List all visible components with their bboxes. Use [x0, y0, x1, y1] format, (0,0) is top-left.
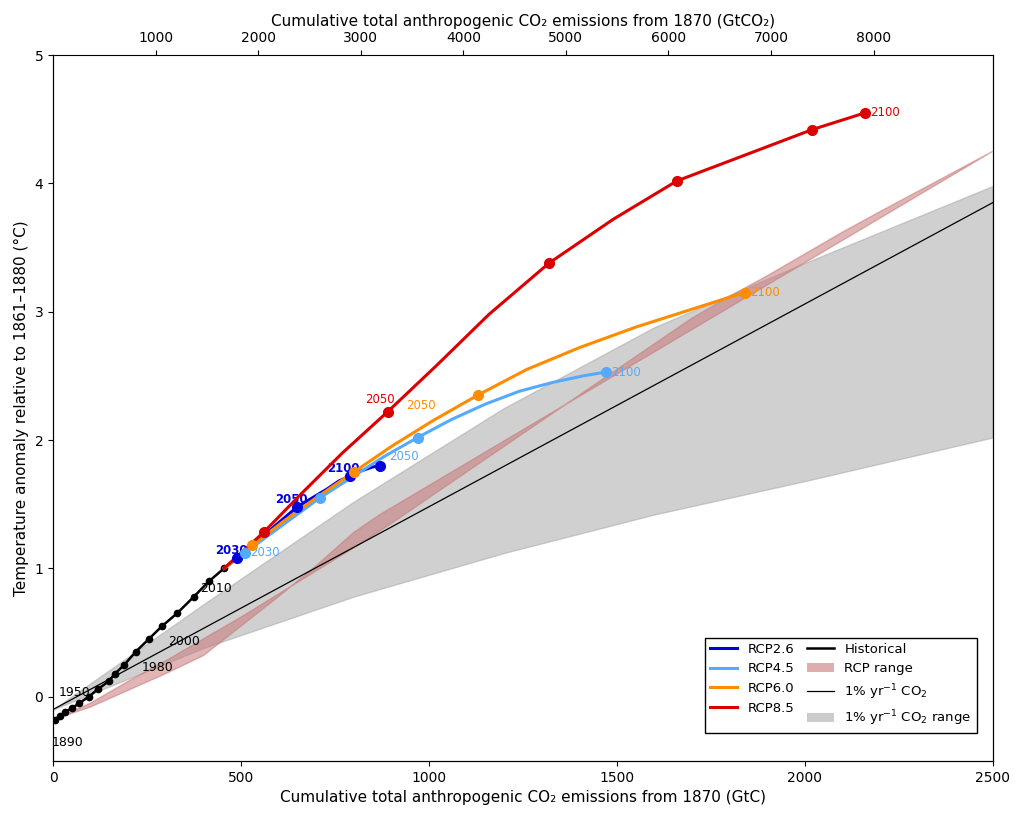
X-axis label: Cumulative total anthropogenic CO₂ emissions from 1870 (GtCO₂): Cumulative total anthropogenic CO₂ emiss… — [270, 14, 775, 29]
Text: 2010: 2010 — [200, 582, 231, 595]
Text: 1890: 1890 — [52, 736, 84, 749]
Polygon shape — [53, 152, 992, 720]
Text: 2050: 2050 — [389, 450, 419, 464]
Text: 2100: 2100 — [611, 365, 641, 378]
Text: 2100: 2100 — [328, 462, 359, 475]
X-axis label: Cumulative total anthropogenic CO₂ emissions from 1870 (GtC): Cumulative total anthropogenic CO₂ emiss… — [280, 790, 766, 805]
Legend: RCP2.6, RCP4.5, RCP6.0, RCP8.5, Historical, RCP range, 1% yr$^{-1}$ CO$_2$, 1% y: RCP2.6, RCP4.5, RCP6.0, RCP8.5, Historic… — [706, 637, 977, 733]
Text: 2050: 2050 — [365, 392, 394, 405]
Text: 1950: 1950 — [58, 686, 90, 699]
Text: 2030: 2030 — [250, 546, 280, 559]
Text: 2050: 2050 — [274, 492, 307, 505]
Text: 2100: 2100 — [751, 286, 780, 299]
Text: 2050: 2050 — [407, 399, 436, 412]
Text: 2030: 2030 — [215, 544, 247, 557]
Text: 1980: 1980 — [141, 661, 173, 674]
Text: 2000: 2000 — [168, 635, 200, 648]
Y-axis label: Temperature anomaly relative to 1861–1880 (°C): Temperature anomaly relative to 1861–188… — [14, 220, 29, 595]
Text: 2100: 2100 — [870, 106, 900, 120]
